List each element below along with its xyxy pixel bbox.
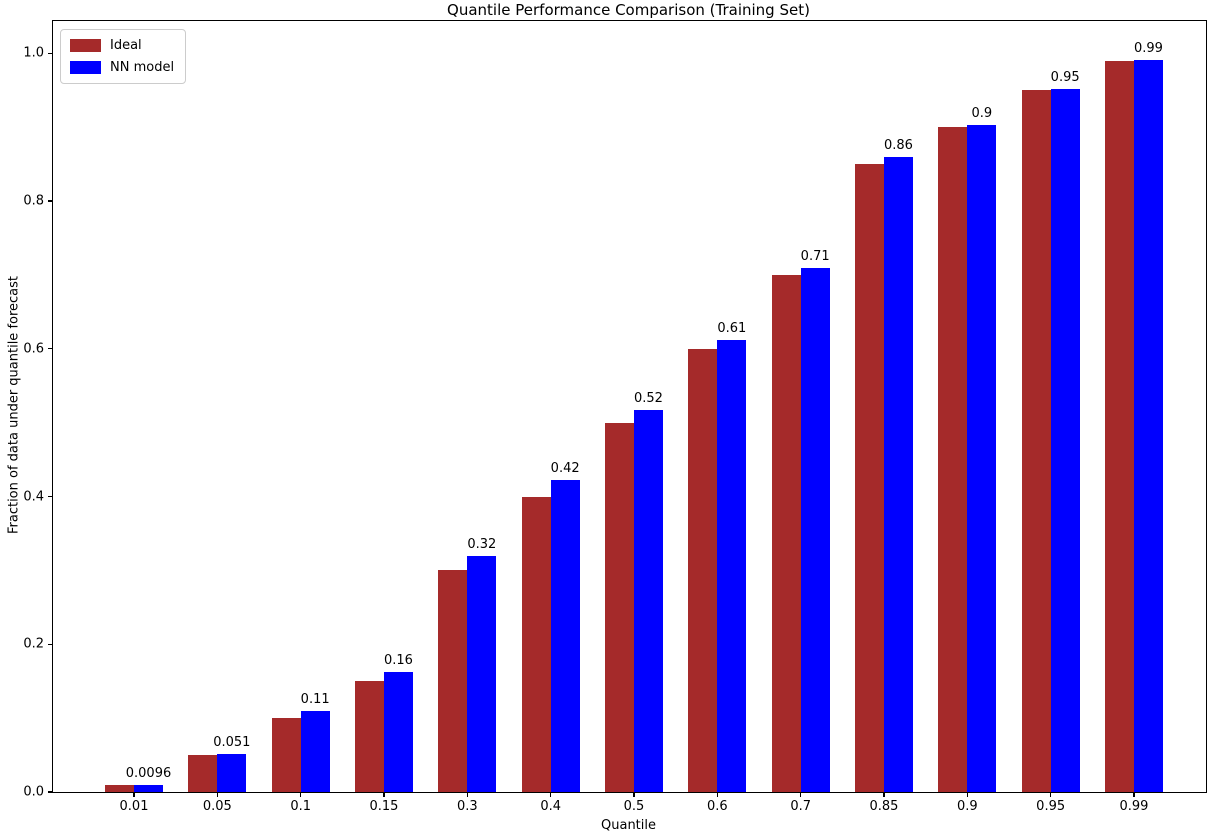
y-tick-label: 0.4 bbox=[23, 489, 44, 505]
bar-nn-model bbox=[1050, 89, 1080, 792]
chart-title: Quantile Performance Comparison (Trainin… bbox=[447, 1, 810, 19]
x-tick-mark bbox=[549, 792, 552, 797]
bar-value-label: 0.11 bbox=[300, 692, 330, 708]
y-tick-label: 1.0 bbox=[23, 45, 44, 61]
x-tick-label: 0.9 bbox=[956, 799, 978, 814]
bar-ideal bbox=[1021, 90, 1051, 792]
x-tick-label: 0.7 bbox=[790, 799, 811, 814]
x-tick-mark bbox=[716, 792, 719, 797]
bar-value-label: 0.051 bbox=[213, 735, 251, 751]
plot-area: Ideal NN model 0.0 0.2 0.4 0.6 0.8 1.0 0.01 0.05… bbox=[23, 20, 1207, 814]
x-tick-label: 0.1 bbox=[290, 799, 311, 814]
bar-ideal bbox=[438, 570, 468, 792]
x-tick-mark bbox=[1049, 792, 1052, 797]
bar-nn-model bbox=[1133, 59, 1163, 792]
y-tick-label: 0.8 bbox=[23, 193, 44, 209]
y-tick-label: 0.6 bbox=[23, 341, 44, 357]
y-tick-mark bbox=[48, 348, 53, 350]
bar-nn-model bbox=[800, 267, 830, 792]
bar-nn-model bbox=[717, 339, 747, 792]
bar-nn-model bbox=[383, 672, 413, 792]
bar-nn-model bbox=[633, 410, 663, 792]
x-tick-label: 0.6 bbox=[706, 799, 728, 814]
bar-nn-model bbox=[300, 711, 330, 792]
bar-nn-model bbox=[883, 157, 913, 792]
y-tick-label: 0.0 bbox=[23, 784, 44, 800]
bar-value-label: 0.86 bbox=[884, 138, 913, 154]
x-tick-mark bbox=[799, 792, 802, 797]
bar-value-label: 0.42 bbox=[550, 461, 580, 477]
x-tick-mark bbox=[466, 792, 469, 797]
x-tick-mark bbox=[966, 792, 969, 797]
x-tick-label: 0.85 bbox=[869, 799, 899, 814]
legend-item: NN model bbox=[70, 60, 174, 75]
x-tick-label: 0.3 bbox=[456, 799, 478, 814]
y-axis-label: Fraction of data under quantile forecast bbox=[6, 275, 22, 535]
y-tick-mark bbox=[48, 643, 53, 645]
bar-ideal bbox=[354, 681, 384, 792]
legend-swatch-icon bbox=[70, 61, 101, 74]
x-tick-mark bbox=[1133, 792, 1135, 797]
x-tick-mark bbox=[216, 792, 219, 797]
legend: Ideal NN model bbox=[60, 29, 187, 84]
legend-label: NN model bbox=[110, 60, 175, 75]
bar-nn-model bbox=[967, 124, 997, 792]
x-tick-mark bbox=[133, 792, 135, 797]
bar-ideal bbox=[938, 127, 968, 792]
bar-ideal bbox=[1104, 60, 1134, 792]
y-tick-label: 0.2 bbox=[23, 636, 44, 652]
bar-ideal bbox=[771, 274, 801, 792]
x-tick-mark bbox=[883, 792, 885, 797]
x-tick-label: 0.01 bbox=[119, 799, 149, 814]
bar-value-label: 0.61 bbox=[717, 320, 747, 336]
y-tick-mark bbox=[48, 200, 53, 202]
bar-nn-model bbox=[217, 754, 247, 792]
bar-ideal bbox=[105, 784, 134, 792]
bar-value-label: 0.0096 bbox=[125, 765, 172, 781]
bar-value-label: 0.9 bbox=[971, 105, 993, 121]
x-tick-label: 0.4 bbox=[540, 799, 561, 814]
y-tick-mark bbox=[48, 52, 53, 54]
bar-nn-model bbox=[134, 784, 163, 792]
y-tick-mark bbox=[48, 791, 53, 793]
bar-ideal bbox=[604, 422, 634, 792]
legend-label: Ideal bbox=[110, 38, 142, 53]
x-tick-label: 0.5 bbox=[623, 799, 645, 814]
bar-ideal bbox=[271, 718, 301, 792]
y-tick-mark bbox=[48, 495, 53, 498]
x-tick-mark bbox=[383, 792, 385, 797]
bar-ideal bbox=[188, 755, 218, 792]
x-tick-label: 0.99 bbox=[1119, 799, 1149, 814]
bar-value-label: 0.95 bbox=[1050, 70, 1080, 86]
bar-ideal bbox=[688, 348, 718, 792]
x-tick-label: 0.05 bbox=[202, 799, 232, 814]
bar-ideal bbox=[521, 496, 551, 792]
bar-ideal bbox=[854, 164, 884, 792]
bar-value-label: 0.32 bbox=[467, 536, 497, 552]
x-tick-mark bbox=[299, 792, 302, 797]
x-tick-label: 0.15 bbox=[369, 799, 399, 814]
bar-value-label: 0.16 bbox=[384, 653, 413, 669]
x-tick-label: 0.95 bbox=[1036, 799, 1066, 814]
x-tick-mark bbox=[633, 792, 635, 797]
bar-value-label: 0.52 bbox=[634, 391, 663, 407]
x-axis-label: Quantile bbox=[601, 818, 656, 833]
bar-value-label: 0.99 bbox=[1134, 40, 1163, 56]
bar-nn-model bbox=[467, 555, 497, 792]
legend-swatch-icon bbox=[70, 39, 101, 52]
bar-nn-model bbox=[550, 480, 580, 792]
bar-value-label: 0.71 bbox=[800, 248, 830, 264]
legend-item: Ideal bbox=[70, 38, 174, 53]
